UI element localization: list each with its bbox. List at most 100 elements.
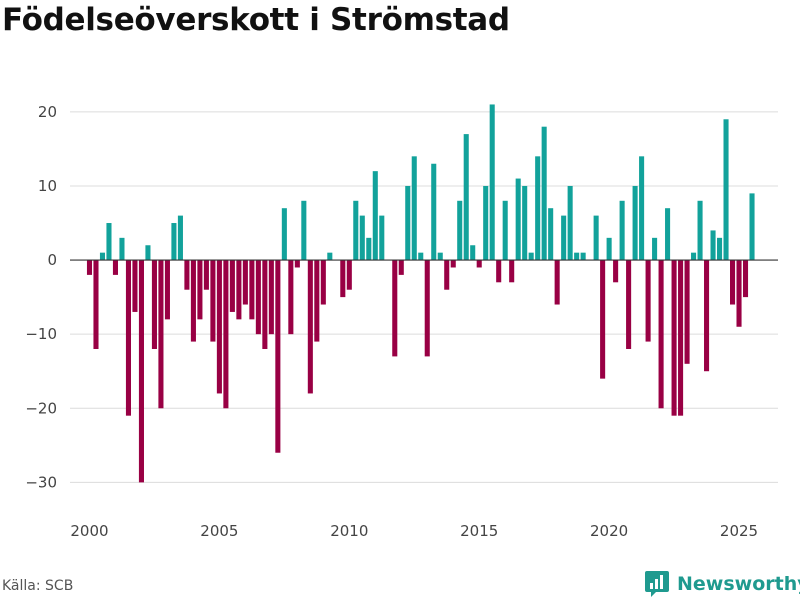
bar bbox=[307, 260, 313, 394]
bar bbox=[281, 208, 287, 261]
brand-name: Newsworthy bbox=[677, 573, 800, 595]
bar bbox=[119, 237, 125, 261]
bar bbox=[645, 260, 651, 342]
bar bbox=[203, 260, 209, 290]
bar bbox=[372, 171, 378, 261]
bar bbox=[346, 260, 352, 290]
bar bbox=[691, 252, 697, 261]
brand-logo[interactable]: Newsworthy bbox=[644, 570, 800, 598]
bar bbox=[366, 237, 372, 261]
bar bbox=[229, 260, 235, 312]
y-tick-label: −20 bbox=[25, 399, 57, 417]
bar bbox=[255, 260, 261, 335]
bar bbox=[340, 260, 346, 298]
bar bbox=[626, 260, 632, 349]
x-tick-label: 2010 bbox=[330, 522, 368, 540]
bar bbox=[424, 260, 430, 357]
bar bbox=[483, 185, 489, 261]
bar bbox=[379, 215, 385, 261]
bar bbox=[652, 237, 658, 261]
bar bbox=[359, 215, 365, 261]
bar bbox=[242, 260, 248, 305]
bar bbox=[93, 260, 99, 349]
bar bbox=[138, 260, 144, 483]
bar bbox=[665, 208, 671, 261]
bar bbox=[678, 260, 684, 416]
bar bbox=[99, 252, 106, 261]
y-tick-label: −30 bbox=[25, 473, 57, 491]
bar bbox=[502, 200, 508, 261]
bar bbox=[294, 260, 300, 268]
bar bbox=[145, 245, 151, 261]
bar bbox=[275, 260, 281, 453]
bar bbox=[398, 260, 404, 275]
y-tick-label: 0 bbox=[47, 251, 57, 269]
bar bbox=[742, 260, 749, 298]
bar bbox=[463, 134, 469, 261]
bar bbox=[535, 156, 541, 261]
bar bbox=[392, 260, 398, 357]
bar bbox=[522, 185, 528, 261]
bar bbox=[431, 163, 437, 261]
y-tick-label: 10 bbox=[38, 177, 57, 195]
bar bbox=[86, 260, 93, 275]
bar bbox=[288, 260, 294, 335]
bar bbox=[704, 260, 710, 372]
bar bbox=[444, 260, 450, 290]
bar bbox=[717, 237, 723, 261]
chart-title: Födelseöverskott i Strömstad bbox=[2, 2, 510, 38]
bar bbox=[541, 126, 547, 261]
bar bbox=[171, 223, 177, 261]
bar bbox=[450, 260, 456, 268]
bar bbox=[613, 260, 619, 283]
bar bbox=[457, 200, 463, 261]
y-axis-labels: −30 −20 −10 0 10 20 bbox=[25, 103, 57, 491]
bar bbox=[684, 260, 690, 364]
bar bbox=[736, 260, 742, 327]
bar bbox=[125, 260, 131, 416]
bar bbox=[210, 260, 216, 342]
bar bbox=[476, 260, 482, 268]
x-tick-label: 2015 bbox=[460, 522, 498, 540]
bar bbox=[548, 208, 554, 261]
bar bbox=[561, 215, 567, 261]
bars bbox=[86, 104, 755, 483]
bar bbox=[710, 230, 716, 261]
bar bbox=[730, 260, 736, 305]
bar bbox=[184, 260, 190, 290]
bar bbox=[418, 252, 424, 261]
bar bbox=[320, 260, 326, 305]
bar bbox=[177, 215, 183, 261]
x-tick-label: 2000 bbox=[70, 522, 108, 540]
bar bbox=[619, 200, 625, 261]
y-tick-label: −10 bbox=[25, 325, 57, 343]
bar bbox=[671, 260, 677, 416]
bar bbox=[632, 185, 638, 261]
x-tick-label: 2020 bbox=[590, 522, 628, 540]
bar bbox=[489, 104, 495, 261]
bar bbox=[164, 260, 170, 320]
bar bbox=[314, 260, 320, 342]
bar bbox=[574, 252, 580, 261]
bar bbox=[437, 252, 443, 261]
bar bbox=[405, 185, 411, 261]
bar bbox=[554, 260, 560, 305]
bar bbox=[749, 193, 755, 261]
bar bbox=[268, 260, 274, 335]
newsworthy-logo-icon bbox=[645, 571, 669, 597]
bar bbox=[249, 260, 255, 320]
source-note: Källa: SCB bbox=[2, 578, 74, 594]
bar bbox=[593, 215, 599, 261]
bar bbox=[658, 260, 664, 409]
bar bbox=[411, 156, 417, 261]
bar bbox=[223, 260, 229, 409]
bar bbox=[639, 156, 645, 261]
bar bbox=[580, 252, 586, 261]
bar bbox=[262, 260, 268, 349]
bar bbox=[697, 200, 703, 261]
y-tick-label: 20 bbox=[38, 103, 57, 121]
x-tick-label: 2025 bbox=[720, 522, 758, 540]
bar bbox=[327, 252, 333, 261]
bar bbox=[112, 260, 118, 275]
